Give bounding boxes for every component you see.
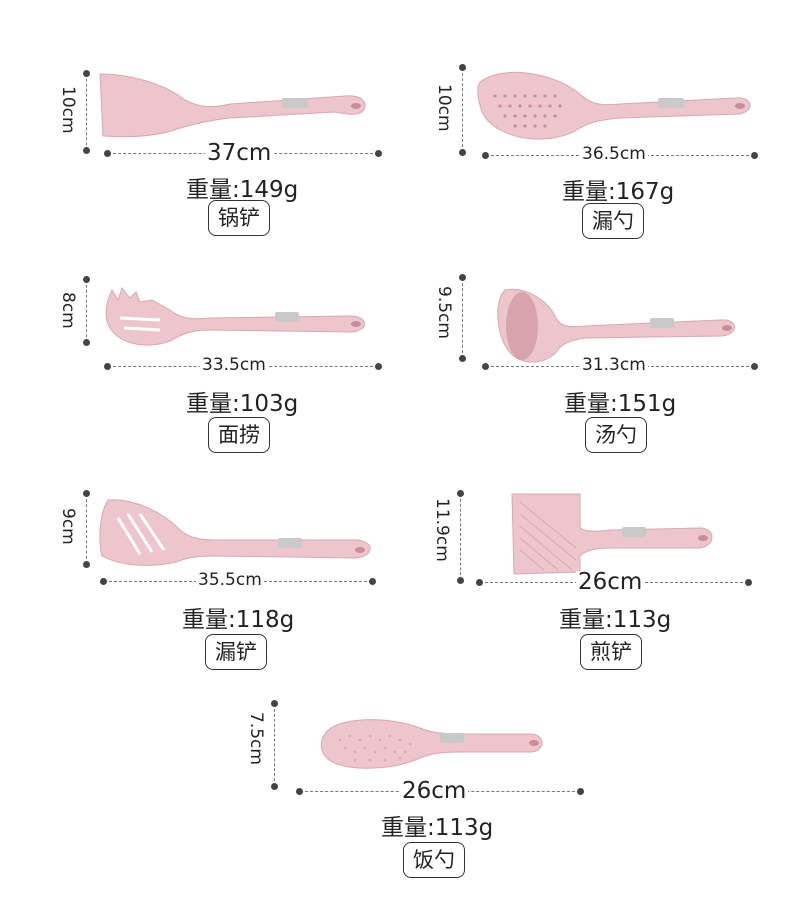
weight-label: 重量:113g: [381, 815, 494, 841]
height-label: 10cm: [58, 86, 78, 134]
weight-label: 重量:149g: [186, 177, 299, 203]
weight-label: 重量:113g: [559, 607, 672, 633]
product-name-tag: 面捞: [208, 417, 270, 453]
height-label: 9cm: [58, 508, 78, 545]
height-label: 9.5cm: [434, 286, 454, 339]
product-name-tag: 锅铲: [208, 200, 270, 236]
height-label: 11.9cm: [432, 498, 452, 562]
height-label: 7.5cm: [246, 712, 266, 765]
weight-label: 重量:118g: [182, 607, 295, 633]
length-label: 31.3cm: [580, 355, 648, 375]
product-name-tag: 煎铲: [580, 634, 642, 670]
length-label: 35.5cm: [196, 570, 264, 590]
weight-label: 重量:151g: [564, 391, 677, 417]
product-name-tag: 饭勺: [403, 842, 465, 878]
length-label: 37cm: [205, 140, 274, 166]
product-name-tag: 漏铲: [205, 634, 267, 670]
weight-label: 重量:167g: [562, 179, 675, 205]
height-label: 10cm: [434, 84, 454, 132]
height-label: 8cm: [58, 292, 78, 329]
product-name-tag: 漏勺: [582, 203, 644, 239]
product-name-tag: 汤勺: [585, 417, 647, 453]
weight-label: 重量:103g: [186, 391, 299, 417]
length-label: 26cm: [400, 778, 469, 804]
length-label: 33.5cm: [200, 355, 268, 375]
length-label: 26cm: [576, 569, 645, 595]
length-label: 36.5cm: [580, 144, 648, 164]
